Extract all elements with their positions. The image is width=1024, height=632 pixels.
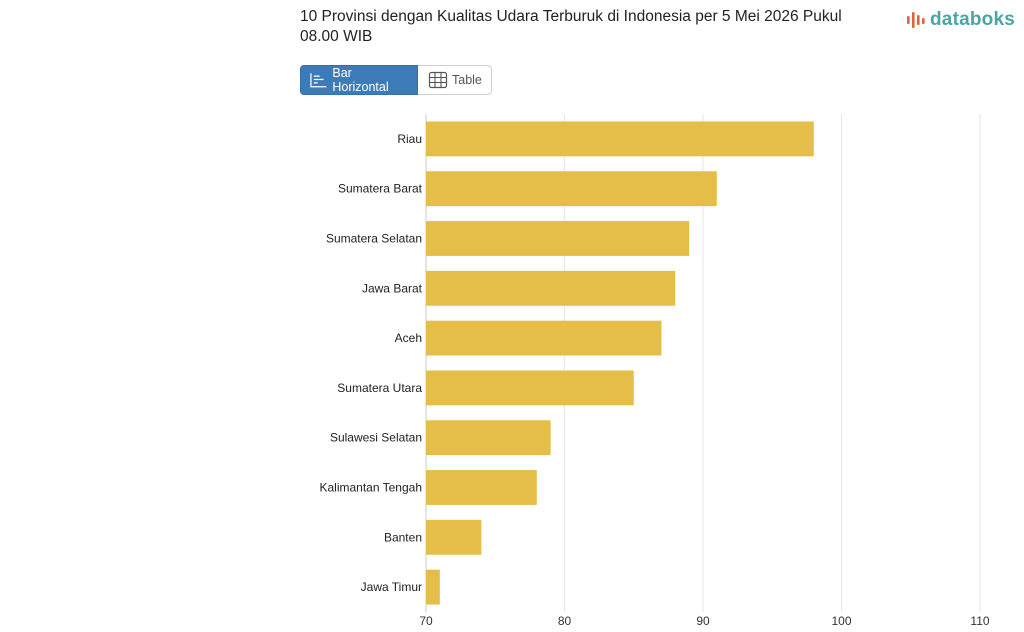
bar [426, 171, 717, 207]
category-label: Kalimantan Tengah [319, 481, 422, 495]
bar [426, 519, 482, 555]
category-label: Jawa Timur [361, 580, 422, 594]
table-button[interactable]: Table [418, 65, 492, 95]
chart-title: 10 Provinsi dengan Kualitas Udara Terbur… [300, 8, 842, 45]
bar-horizontal-label: Bar Horizontal [332, 66, 389, 94]
category-label: Aceh [395, 331, 422, 345]
category-label: Sumatera Barat [338, 182, 423, 196]
bar [426, 370, 634, 406]
category-label: Sulawesi Selatan [330, 431, 422, 445]
x-tick-label: 70 [419, 614, 433, 628]
bar [426, 320, 662, 356]
view-toggle: Bar Horizontal Table [300, 65, 492, 95]
category-label: Riau [397, 132, 422, 146]
databoks-logo: databoks [906, 9, 1015, 31]
table-grid-icon [428, 71, 448, 89]
x-tick-label: 110 [970, 614, 989, 628]
bar-horizontal-button[interactable]: Bar Horizontal [300, 65, 418, 95]
bar [426, 121, 814, 157]
bar [426, 420, 551, 456]
logo-mark-icon [907, 12, 925, 28]
x-tick-label: 100 [831, 614, 851, 628]
x-tick-label: 80 [558, 614, 572, 628]
category-label: Sumatera Utara [337, 381, 422, 395]
x-tick-label: 90 [696, 614, 710, 628]
table-label: Table [452, 73, 482, 87]
bar [426, 221, 690, 256]
bar-chart-icon [310, 73, 327, 88]
category-label: Banten [384, 530, 422, 544]
bar [426, 470, 537, 505]
category-label: Sumatera Selatan [326, 232, 422, 246]
category-label: Jawa Barat [362, 281, 423, 295]
bar [426, 569, 440, 605]
bar [426, 270, 676, 306]
logo-text: databoks [930, 9, 1016, 30]
